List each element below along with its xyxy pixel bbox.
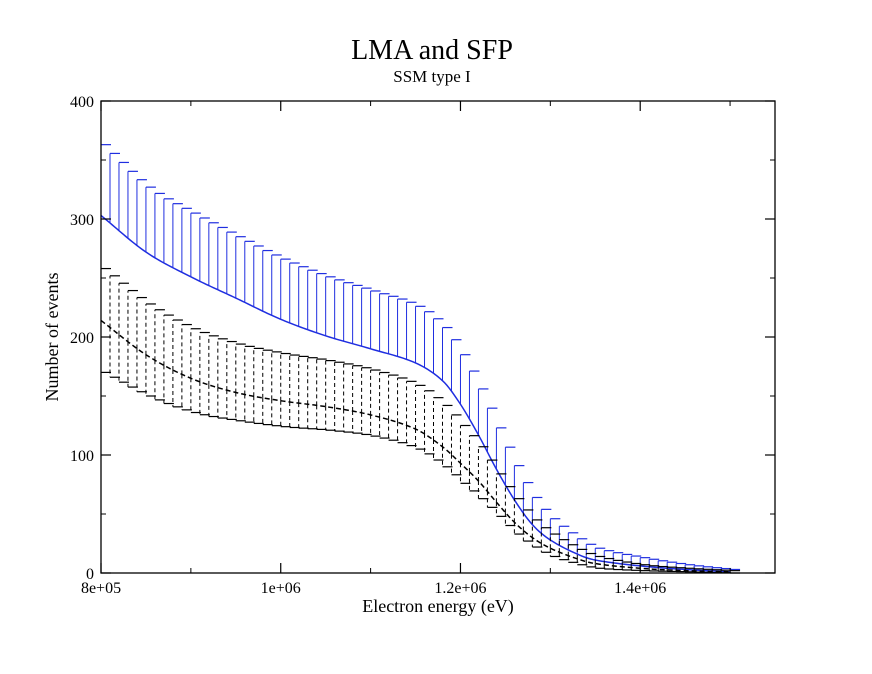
x-tick-label: 1e+06 xyxy=(261,580,301,597)
y-axis-label: Number of events xyxy=(42,273,62,402)
chart-title: LMA and SFP xyxy=(351,35,513,66)
y-tick-label: 300 xyxy=(70,212,94,229)
x-tick-label: 1.2e+06 xyxy=(434,580,486,597)
plot-area xyxy=(100,144,741,574)
axes: 8e+05 1e+06 1.2e+06 1.4e+06 0 100 200 300 400 xyxy=(70,94,775,597)
x-axis-label: Electron energy (eV) xyxy=(362,596,514,617)
y-tick-label: 100 xyxy=(70,448,94,465)
x-tick-label: 8e+05 xyxy=(81,580,121,597)
series-line-1 xyxy=(100,214,731,573)
plot-frame xyxy=(100,100,776,574)
chart-subtitle: SSM type I xyxy=(393,67,471,86)
x-tick-label: 1.4e+06 xyxy=(614,580,666,597)
series-line-2 xyxy=(100,319,731,573)
y-tick-label: 400 xyxy=(70,94,94,111)
y-tick-label: 200 xyxy=(70,330,94,347)
y-tick-label: 0 xyxy=(86,566,94,583)
